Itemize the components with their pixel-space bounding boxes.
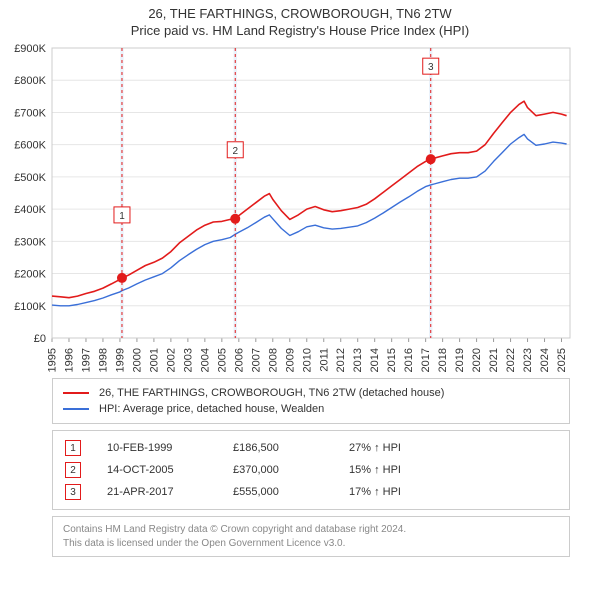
svg-text:2015: 2015 [386, 348, 398, 372]
sale-date: 10-FEB-1999 [107, 442, 227, 454]
svg-text:2014: 2014 [369, 348, 381, 372]
svg-text:£500K: £500K [14, 172, 46, 184]
svg-text:2006: 2006 [233, 348, 245, 372]
sale-marker: 2 [65, 462, 81, 478]
legend: 26, THE FARTHINGS, CROWBOROUGH, TN6 2TW … [52, 378, 570, 424]
svg-text:1999: 1999 [114, 348, 126, 372]
sale-delta: 15% ↑ HPI [349, 464, 459, 476]
legend-swatch [63, 392, 89, 394]
sale-delta: 17% ↑ HPI [349, 486, 459, 498]
svg-text:£400K: £400K [14, 204, 46, 216]
legend-label: 26, THE FARTHINGS, CROWBOROUGH, TN6 2TW … [99, 387, 444, 399]
svg-text:2016: 2016 [403, 348, 415, 372]
svg-text:2018: 2018 [437, 348, 449, 372]
svg-text:2005: 2005 [216, 348, 228, 372]
svg-text:2007: 2007 [250, 348, 262, 372]
svg-text:2003: 2003 [182, 348, 194, 372]
svg-text:2022: 2022 [505, 348, 517, 372]
sale-price: £370,000 [233, 464, 343, 476]
legend-row: 26, THE FARTHINGS, CROWBOROUGH, TN6 2TW … [63, 385, 559, 401]
svg-text:2020: 2020 [471, 348, 483, 372]
svg-text:£900K: £900K [14, 43, 46, 55]
sale-price: £186,500 [233, 442, 343, 454]
sale-delta: 27% ↑ HPI [349, 442, 459, 454]
sale-price: £555,000 [233, 486, 343, 498]
svg-text:2000: 2000 [131, 348, 143, 372]
svg-text:2019: 2019 [454, 348, 466, 372]
svg-text:2011: 2011 [318, 348, 330, 372]
sale-row: 1 10-FEB-1999 £186,500 27% ↑ HPI [63, 437, 559, 459]
svg-text:£800K: £800K [14, 75, 46, 87]
copyright-line2: This data is licensed under the Open Gov… [63, 537, 559, 551]
sale-marker: 3 [65, 484, 81, 500]
legend-swatch [63, 408, 89, 410]
svg-text:2002: 2002 [165, 348, 177, 372]
svg-text:2012: 2012 [335, 348, 347, 372]
svg-text:£200K: £200K [14, 269, 46, 281]
sale-row: 3 21-APR-2017 £555,000 17% ↑ HPI [63, 481, 559, 503]
svg-text:£0: £0 [34, 333, 46, 345]
svg-text:2023: 2023 [522, 348, 534, 372]
svg-text:1995: 1995 [47, 348, 59, 372]
svg-text:2017: 2017 [420, 348, 432, 372]
svg-text:2021: 2021 [488, 348, 500, 372]
sale-marker: 1 [65, 440, 81, 456]
svg-text:2013: 2013 [352, 348, 364, 372]
sales-table: 1 10-FEB-1999 £186,500 27% ↑ HPI 2 14-OCT-200… [52, 430, 570, 510]
svg-text:2010: 2010 [301, 348, 313, 372]
sale-date: 21-APR-2017 [107, 486, 227, 498]
chart-title-address: 26, THE FARTHINGS, CROWBOROUGH, TN6 2TW [0, 6, 600, 21]
svg-text:£700K: £700K [14, 107, 46, 119]
svg-text:1997: 1997 [80, 348, 92, 372]
legend-row: HPI: Average price, detached house, Weal… [63, 401, 559, 417]
svg-text:1996: 1996 [64, 348, 76, 372]
copyright-notice: Contains HM Land Registry data © Crown c… [52, 516, 570, 557]
svg-text:£300K: £300K [14, 236, 46, 248]
legend-label: HPI: Average price, detached house, Weal… [99, 403, 324, 415]
svg-text:2001: 2001 [148, 348, 160, 372]
sale-row: 2 14-OCT-2005 £370,000 15% ↑ HPI [63, 459, 559, 481]
copyright-line1: Contains HM Land Registry data © Crown c… [63, 523, 559, 537]
svg-text:£600K: £600K [14, 140, 46, 152]
price-chart: £0 £100K £200K £300K £400K £500K £600K £700K £80… [0, 42, 600, 372]
svg-text:3: 3 [428, 62, 434, 73]
svg-text:2009: 2009 [284, 348, 296, 372]
svg-text:2008: 2008 [267, 348, 279, 372]
svg-text:£100K: £100K [14, 301, 46, 313]
svg-text:2004: 2004 [199, 348, 211, 372]
chart-title-subtitle: Price paid vs. HM Land Registry's House … [0, 23, 600, 38]
sale-date: 14-OCT-2005 [107, 464, 227, 476]
svg-text:2025: 2025 [556, 348, 568, 372]
svg-text:1: 1 [119, 211, 125, 222]
svg-text:2: 2 [232, 146, 238, 157]
svg-text:1998: 1998 [97, 348, 109, 372]
svg-text:2024: 2024 [539, 348, 551, 372]
